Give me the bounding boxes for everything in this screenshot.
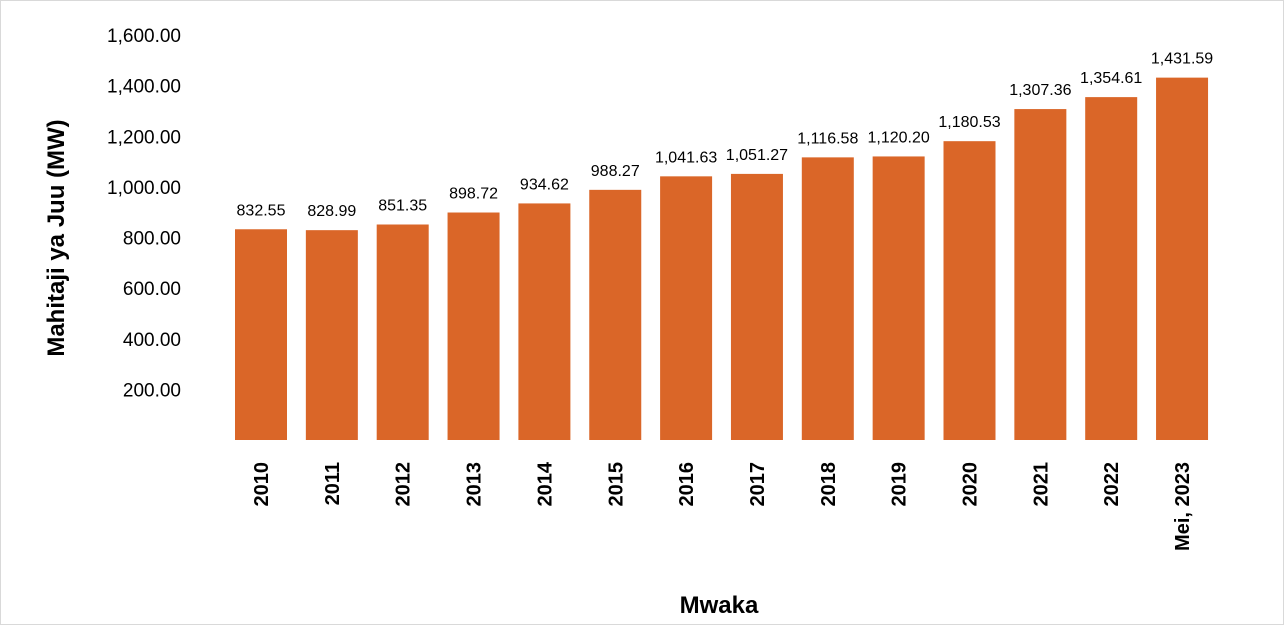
bar	[872, 156, 925, 440]
data-labels: 832.55 828.99 851.35 898.72 934.62 988.27 1,04…	[237, 51, 1214, 221]
x-tick-label: 2013	[464, 462, 486, 507]
bar	[518, 203, 571, 440]
x-tick-label: 2014	[534, 461, 556, 506]
data-label: 1,051.27	[726, 147, 788, 164]
y-tick-label: 1,400.00	[107, 77, 181, 98]
bar	[235, 229, 287, 440]
data-label: 1,307.36	[1009, 82, 1071, 99]
bar	[801, 157, 854, 440]
x-axis-title: Mwaka	[680, 592, 759, 619]
bar	[1156, 77, 1209, 440]
data-label: 1,431.59	[1151, 51, 1213, 68]
x-tick-label: 2018	[818, 462, 840, 507]
bar	[305, 230, 358, 440]
y-tick-label: 1,200.00	[107, 127, 181, 148]
data-label: 1,116.58	[797, 130, 858, 147]
data-label: 832.55	[237, 202, 286, 219]
data-label: 1,041.63	[655, 149, 717, 166]
bar	[660, 176, 713, 440]
x-tick-label: 2021	[1030, 462, 1052, 507]
x-tick-label: 2022	[1101, 462, 1123, 507]
x-tick-label: 2016	[676, 462, 698, 507]
y-tick-label: 400.00	[123, 330, 181, 351]
bar	[1014, 109, 1067, 441]
y-axis-title: Mahitaji ya Juu (MW)	[43, 119, 70, 356]
bars	[235, 77, 1209, 441]
y-tick-label: 200.00	[123, 380, 181, 401]
data-label: 851.35	[378, 198, 427, 215]
x-tick-label: 2019	[889, 462, 911, 507]
x-axis-ticks: 2010 2011 2012 2013 2014 2015 2016 2017 2018 2019…	[251, 461, 1194, 551]
bar	[589, 189, 642, 440]
bar	[730, 173, 783, 440]
bar	[447, 212, 500, 440]
y-tick-label: 1,000.00	[107, 178, 181, 199]
bar	[943, 141, 996, 440]
x-tick-label: 2011	[322, 462, 344, 505]
data-label: 898.72	[449, 186, 498, 203]
x-tick-label: 2012	[393, 462, 415, 507]
data-label: 934.62	[520, 176, 569, 193]
y-tick-label: 600.00	[123, 279, 181, 300]
y-tick-label: 1,600.00	[107, 26, 181, 47]
bar	[1085, 97, 1138, 440]
y-axis-ticks: 200.00 400.00 600.00 800.00 1,000.00 1,200.00…	[107, 26, 181, 401]
x-tick-label: 2010	[251, 462, 273, 507]
data-label: 828.99	[307, 203, 356, 220]
y-tick-label: 800.00	[123, 229, 181, 250]
data-label: 988.27	[591, 163, 640, 180]
x-tick-label: 2020	[960, 462, 982, 507]
bar	[376, 224, 429, 440]
x-tick-label: 2017	[747, 462, 769, 507]
data-label: 1,120.20	[868, 129, 930, 146]
x-tick-label: Mei, 2023	[1172, 462, 1194, 551]
data-label: 1,180.53	[938, 114, 1000, 131]
x-tick-label: 2015	[605, 462, 627, 507]
data-label: 1,354.61	[1080, 70, 1142, 87]
